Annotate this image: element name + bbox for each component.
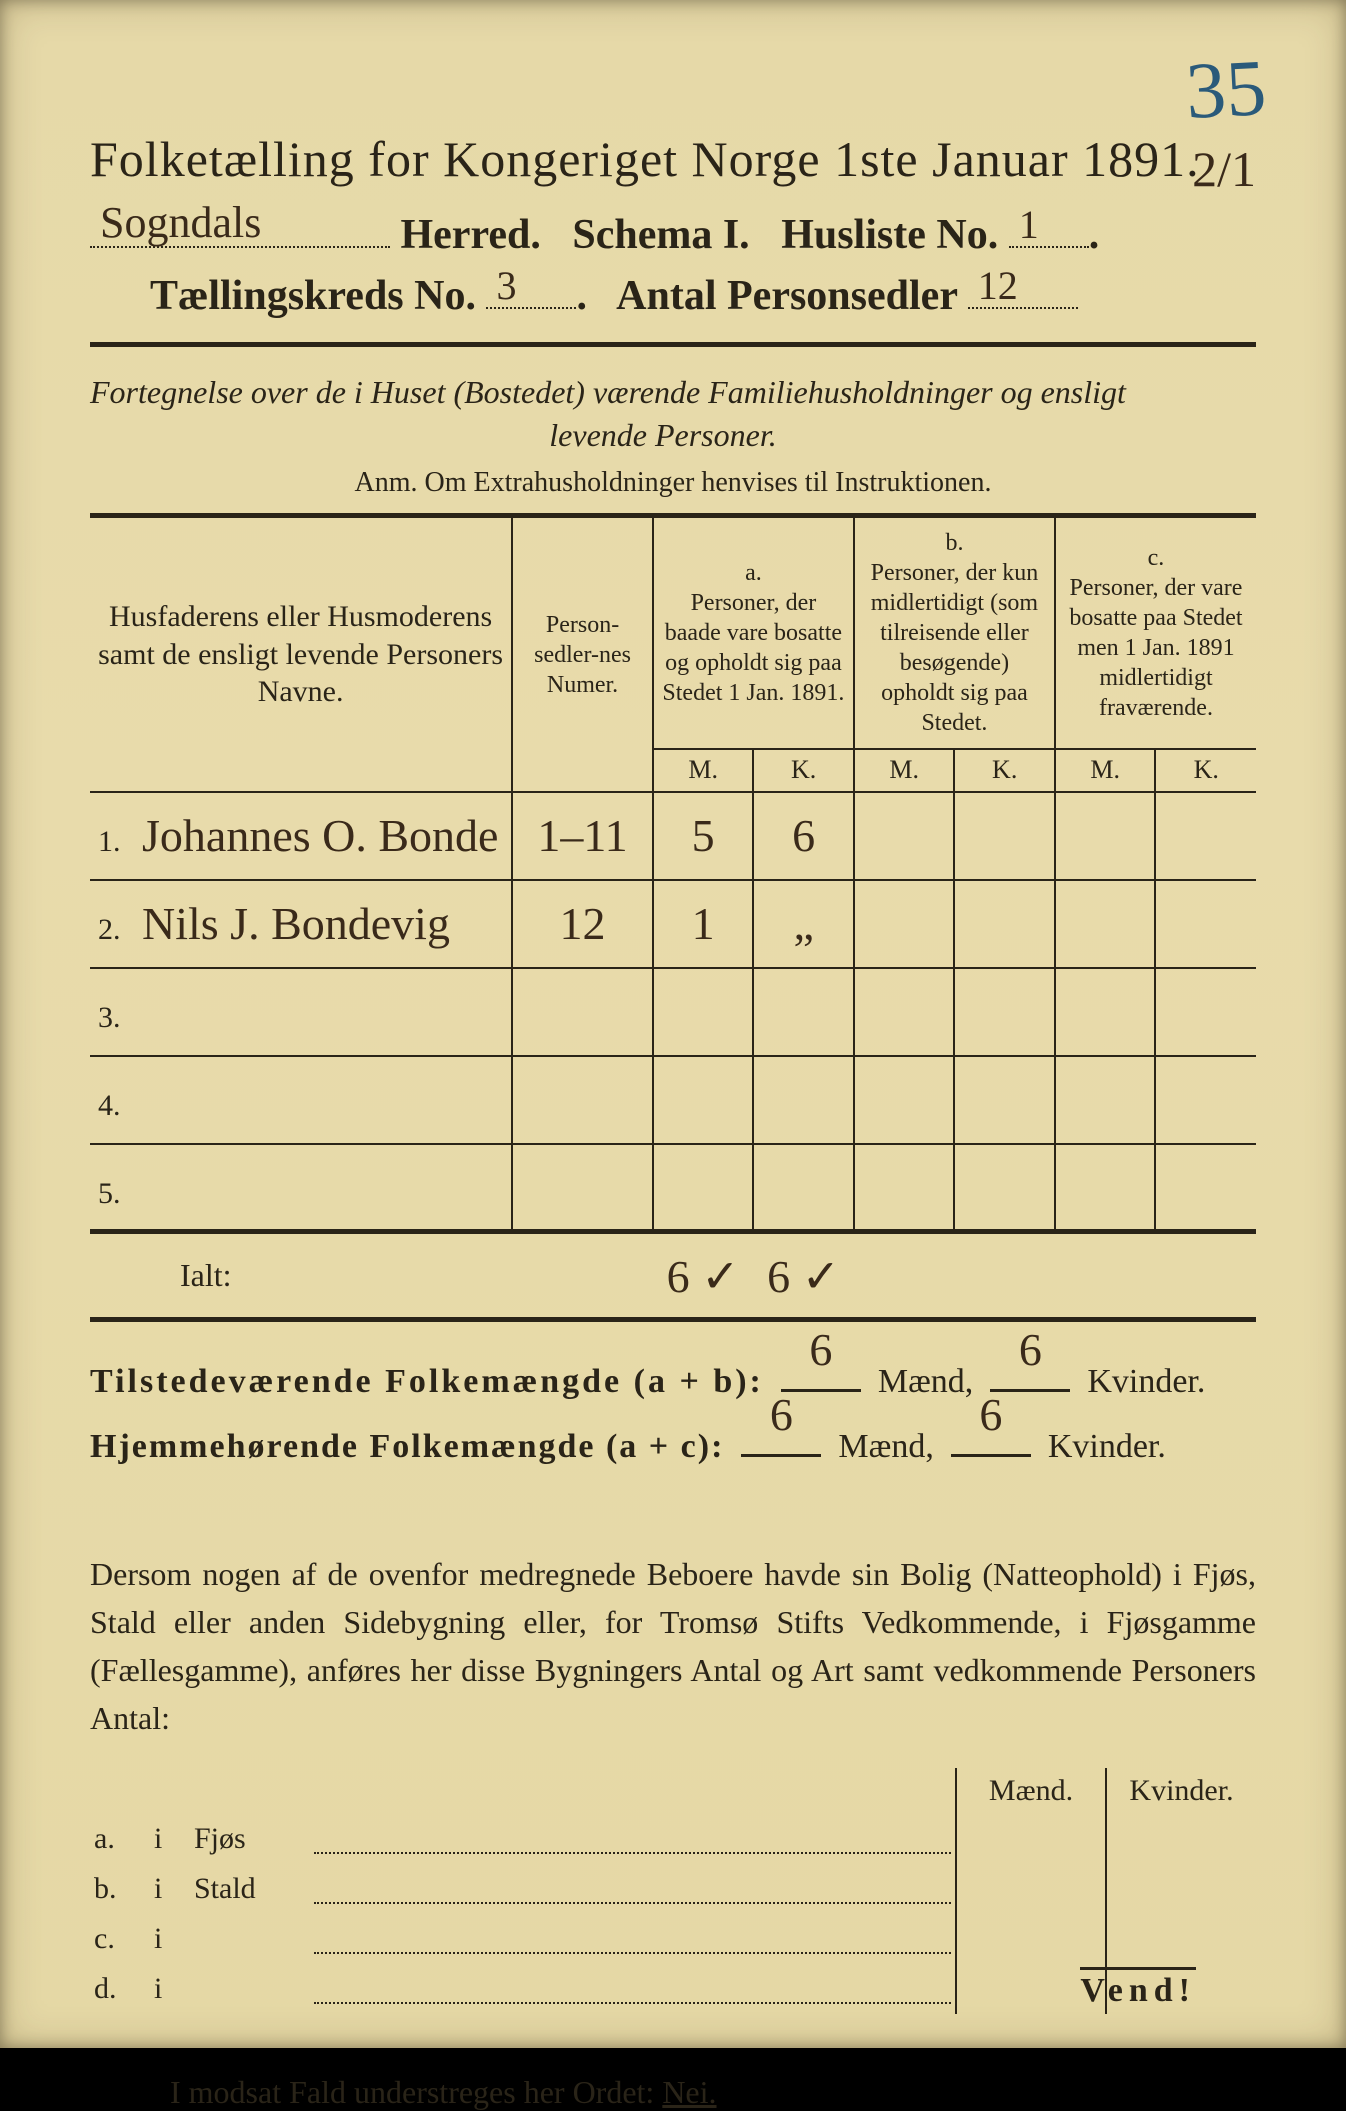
corner-page-number: 35 [1184, 43, 1269, 138]
h-k-field: 6 [951, 1420, 1031, 1457]
tilstedev-label: Tilstedeværende Folkemængde (a + b): [90, 1363, 764, 1400]
h-k-value: 6 [979, 1371, 1002, 1458]
closing-nei: Nei. [662, 2074, 716, 2110]
table-row: 1. Johannes O. Bonde1–1156 [90, 792, 1256, 880]
header-line-3: Tællingskreds No. 3 . Antal Personsedler… [90, 267, 1256, 320]
kreds-field: 3 [486, 267, 576, 309]
th-a-k: K. [753, 749, 854, 792]
side-building-row: b.iStald [90, 1864, 1256, 1914]
subtitle-line1: Fortegnelse over de i Huset (Bostedet) v… [90, 374, 1126, 410]
kvinder-label: Kvinder. [1087, 1363, 1205, 1400]
th-b-k: K. [954, 749, 1055, 792]
th-c-k: K. [1155, 749, 1256, 792]
corner-fraction: 2/1 [1192, 140, 1256, 198]
th-c-text: Personer, der vare bosatte paa Stedet me… [1064, 573, 1248, 723]
schema-label: Schema I. [572, 212, 749, 258]
table-row: 5. [90, 1144, 1256, 1232]
kreds-label: Tællingskreds No. [150, 273, 476, 319]
header-line-2: Sogndals Herred. Schema I. Husliste No. … [90, 206, 1256, 259]
husliste-value: 1 [1019, 201, 1039, 248]
summary-hjemme: Hjemmehørende Folkemængde (a + c): 6 Mæn… [90, 1415, 1256, 1480]
subtitle-line2: levende Personer. [90, 414, 1236, 457]
anm-note: Anm. Om Extrahusholdninger henvises til … [90, 467, 1256, 499]
table-row: 4. [90, 1056, 1256, 1144]
ialt-row: Ialt:6 ✓6 ✓ [90, 1232, 1256, 1320]
herred-value: Sogndals [100, 197, 261, 248]
antal-label: Antal Personsedler [616, 273, 957, 319]
hjemme-label: Hjemmehørende Folkemængde (a + c): [90, 1428, 724, 1465]
th-name: Husfaderens eller Husmoderens samt de en… [90, 516, 512, 792]
vend-label: Vend! [1080, 1967, 1196, 2010]
antal-value: 12 [978, 262, 1018, 309]
th-a: a. Personer, der baade vare bosatte og o… [653, 516, 854, 750]
bt-head-k: Kvinder. [1106, 1768, 1256, 1814]
th-b-label: b. [863, 528, 1046, 558]
th-c: c. Personer, der vare bosatte paa Stedet… [1055, 516, 1256, 750]
maend-label: Mænd, [878, 1363, 973, 1400]
h-m-field: 6 [741, 1420, 821, 1457]
document-title: Folketælling for Kongeriget Norge 1ste J… [90, 130, 1256, 188]
h-m-value: 6 [770, 1371, 793, 1458]
table-row: 2. Nils J. Bondevig121„ [90, 880, 1256, 968]
t-k-value: 6 [1019, 1306, 1042, 1393]
husliste-field: 1 [1009, 206, 1089, 248]
table-row: 3. [90, 968, 1256, 1056]
th-numer: Person-sedler-nes Numer. [512, 516, 653, 792]
closing-pre: I modsat Fald understreges her Ordet: [170, 2074, 662, 2110]
side-building-paragraph: Dersom nogen af de ovenfor medregnede Be… [90, 1550, 1256, 1742]
th-c-m: M. [1055, 749, 1156, 792]
maend-label-2: Mænd, [838, 1428, 933, 1465]
th-c-label: c. [1064, 543, 1248, 573]
herred-label: Herred. [401, 212, 541, 258]
side-building-row: c.i [90, 1914, 1256, 1964]
subtitle: Fortegnelse over de i Huset (Bostedet) v… [90, 371, 1236, 457]
bt-head-m: Mænd. [956, 1768, 1106, 1814]
t-m-value: 6 [809, 1306, 832, 1393]
rule-1 [90, 342, 1256, 347]
th-b-m: M. [854, 749, 955, 792]
side-building-row: a.iFjøs [90, 1814, 1256, 1864]
census-form-page: 35 2/1 Folketælling for Kongeriget Norge… [0, 0, 1346, 2048]
th-b: b. Personer, der kun midlertidigt (som t… [854, 516, 1055, 750]
herred-field: Sogndals [90, 206, 390, 248]
summary-block: Tilstedeværende Folkemængde (a + b): 6 M… [90, 1350, 1256, 1479]
th-b-text: Personer, der kun midlertidigt (som tilr… [863, 558, 1046, 738]
households-table: Husfaderens eller Husmoderens samt de en… [90, 513, 1256, 1322]
kreds-value: 3 [496, 262, 516, 309]
kvinder-label-2: Kvinder. [1048, 1428, 1166, 1465]
closing-line: I modsat Fald understreges her Ordet: Ne… [90, 2074, 1256, 2111]
husliste-label: Husliste No. [781, 212, 998, 258]
th-a-text: Personer, der baade vare bosatte og opho… [662, 588, 845, 708]
th-a-m: M. [653, 749, 754, 792]
th-a-label: a. [662, 558, 845, 588]
antal-field: 12 [968, 267, 1078, 309]
summary-tilstedev: Tilstedeværende Folkemængde (a + b): 6 M… [90, 1350, 1256, 1415]
